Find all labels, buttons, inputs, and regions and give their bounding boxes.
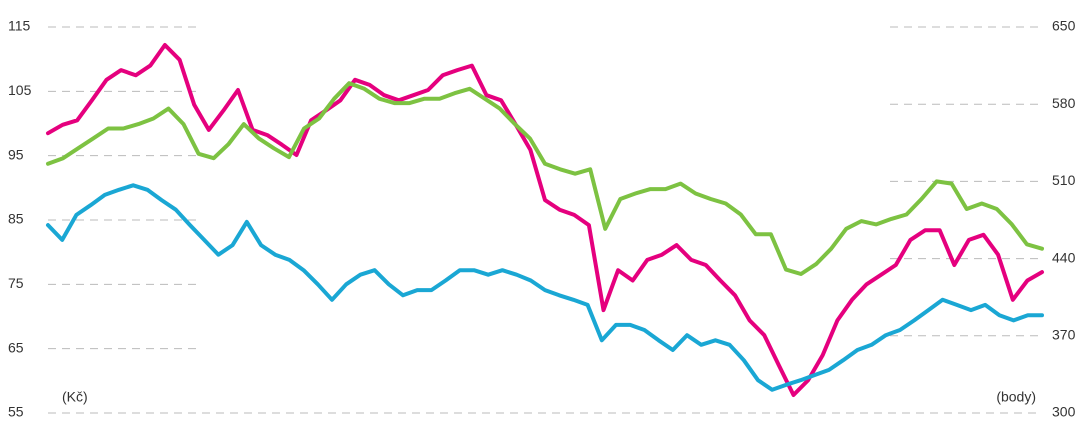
y-tick-label: 105 [8, 82, 32, 98]
y2-tick-label: 440 [1052, 249, 1076, 265]
y2-tick-label: 650 [1052, 18, 1076, 34]
y-tick-label: 85 [8, 211, 24, 227]
y2-tick-label: 580 [1052, 95, 1076, 111]
series-line [46, 183, 1044, 392]
y-axis-label: (Kč) [62, 389, 88, 405]
y-tick-label: 65 [8, 339, 24, 355]
series-line [46, 43, 1044, 397]
y2-tick-label: 510 [1052, 172, 1076, 188]
y-tick-label: 55 [8, 404, 24, 420]
y2-tick-label: 370 [1052, 327, 1076, 343]
y2-axis-label: (body) [996, 389, 1036, 405]
y-tick-label: 75 [8, 275, 24, 291]
y2-tick-label: 300 [1052, 404, 1076, 420]
y-tick-label: 115 [8, 18, 31, 34]
series-line [46, 81, 1044, 276]
y-tick-label: 95 [8, 146, 24, 162]
